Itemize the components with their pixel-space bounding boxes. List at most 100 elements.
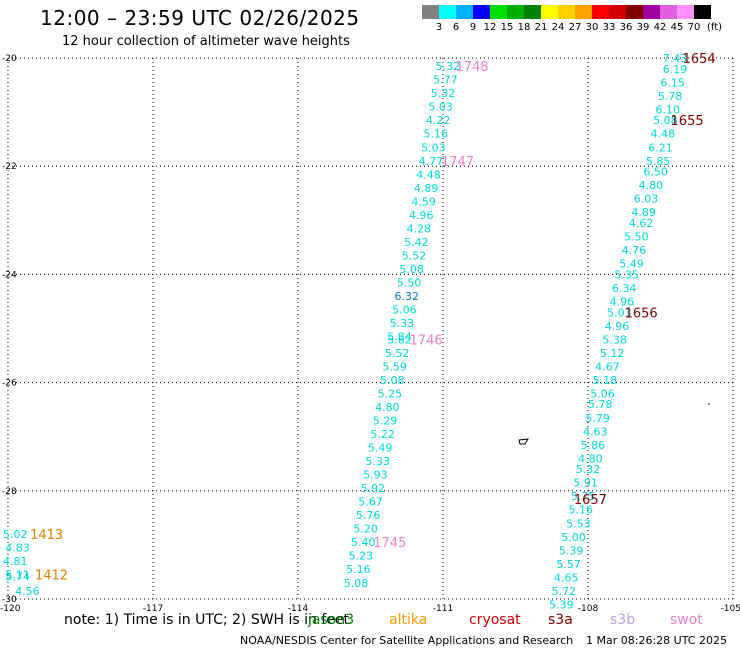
wave-height-point: 4.62: [629, 217, 654, 230]
colorbar-label: 3: [435, 22, 443, 33]
wave-height-point: 4.28: [407, 222, 432, 235]
lat-tick-label: -28: [2, 487, 17, 497]
satellite-name-swot: swot: [670, 612, 703, 628]
wave-height-point: 5.20: [353, 523, 378, 536]
wave-height-point: 6.15: [660, 76, 685, 89]
wave-height-point: 4.76: [622, 244, 647, 257]
pass-number-label: 1657: [574, 493, 607, 508]
wave-height-point: 5.57: [556, 558, 581, 571]
wave-height-point: 5.08: [653, 114, 678, 127]
wave-height-point: 5.39: [549, 598, 574, 611]
wave-height-point: 4.59: [411, 195, 436, 208]
wave-height-point: 5.39: [559, 544, 584, 557]
wave-height-point: 5.50: [624, 231, 649, 244]
wave-height-point: 5.06: [392, 304, 417, 317]
wave-height-point: 5.86: [581, 439, 606, 452]
wave-height-point: 4.22: [426, 114, 451, 127]
colorbar-swatch: 42: [643, 5, 666, 33]
wave-height-point: 7.43: [663, 52, 688, 65]
wave-height-point: 5.85: [646, 155, 671, 168]
wave-height-point: 6.34: [612, 282, 637, 295]
pass-number-label: 1412: [35, 569, 68, 584]
wave-height-point: 4.83: [5, 542, 30, 555]
wave-height-point: 4.80: [639, 179, 664, 192]
colorbar-label: 6: [452, 22, 460, 33]
wave-height-point: 5.16: [346, 563, 371, 576]
colorbar-swatch: 45: [660, 5, 683, 33]
wave-height-point: 5.74: [5, 570, 30, 583]
colorbar-swatch: [694, 5, 711, 19]
wave-height-point: 4.89: [414, 182, 439, 195]
wave-height-point: 6.19: [663, 63, 688, 76]
wave-height-point: 4.67: [595, 360, 620, 373]
lon-tick-label: -111: [433, 604, 453, 614]
wave-height-point: 5.16: [424, 128, 449, 141]
pass-number-label: 1745: [373, 536, 406, 551]
wave-height-point: 5.67: [358, 496, 383, 509]
wave-height-point: 5.49: [368, 442, 393, 455]
wave-height-point: 5.72: [552, 585, 577, 598]
colorbar-label: 18: [517, 22, 531, 33]
colorbar-label: 27: [568, 22, 582, 33]
pass-number-label: 1413: [30, 528, 63, 543]
colorbar-swatch: 9: [456, 5, 476, 33]
colorbar-legend: 3 6 9 12 15 18 21 24 27 30 33 36 39 42 45 70: [422, 5, 711, 33]
wave-height-point: 6.10: [656, 103, 681, 116]
colorbar-label: 42: [653, 22, 667, 33]
satellite-name-s3a: s3a: [548, 612, 573, 628]
pass-number-label: 1747: [441, 155, 474, 170]
wave-height-point: 6.21: [648, 141, 673, 154]
pass-number-label: 1656: [625, 306, 658, 321]
colorbar-swatch: 6: [439, 5, 459, 33]
footer-credit: NOAA/NESDIS Center for Satellite Applica…: [240, 634, 574, 647]
wave-height-point: 4.80: [578, 452, 603, 465]
wave-height-point: 5.49: [619, 258, 644, 271]
island-dot: [708, 403, 710, 405]
pass-number-label: 1654: [683, 52, 716, 67]
wave-height-point: 4.56: [15, 585, 40, 598]
colorbar-label: 9: [469, 22, 477, 33]
wave-height-point: 5.08: [399, 263, 424, 276]
wave-height-point: 5.91: [573, 477, 598, 490]
wave-height-point: 5.40: [351, 536, 376, 549]
wave-height-point: 5.92: [361, 482, 386, 495]
wave-height-point: 5.02: [3, 528, 28, 541]
colorbar-label: 36: [619, 22, 633, 33]
colorbar-label: 21: [534, 22, 548, 33]
satellite-name-s3b: s3b: [610, 612, 636, 628]
wave-height-point: 5.16: [569, 504, 594, 517]
pass-number-label: 1655: [671, 114, 704, 129]
wave-height-point: 5.22: [370, 428, 395, 441]
wave-height-point: 5.77: [433, 74, 458, 87]
wave-height-point: 5.75: [571, 490, 596, 503]
colorbar-swatch: 27: [558, 5, 581, 33]
lat-tick-label: -22: [2, 162, 17, 172]
wave-height-point: 4.65: [554, 571, 579, 584]
colorbar-swatch: 21: [524, 5, 547, 33]
lon-tick-label: -120: [0, 604, 21, 614]
wave-height-point: 4.63: [583, 425, 608, 438]
colorbar-swatch: 18: [507, 5, 530, 33]
colorbar-swatch: 24: [541, 5, 564, 33]
wave-height-point: 4.81: [3, 555, 28, 568]
lon-tick-label: -117: [143, 604, 163, 614]
wave-height-point: 4.89: [631, 206, 656, 219]
wave-height-point: 5.78: [658, 90, 683, 103]
wave-height-point: 6.32: [395, 290, 420, 303]
wave-height-point: 5.03: [428, 101, 453, 114]
wave-height-point: 4.48: [416, 168, 441, 181]
pass-number-label: 1748: [455, 60, 488, 75]
colorbar-label: 70: [687, 22, 701, 33]
page-subtitle: 12 hour collection of altimeter wave hei…: [62, 34, 350, 49]
wave-height-point: 5.76: [356, 509, 381, 522]
wave-height-point: 5.11: [5, 569, 30, 582]
wave-height-point: 5.32: [431, 87, 456, 100]
lat-tick-label: -30: [2, 595, 17, 605]
lat-tick-label: -24: [2, 270, 17, 280]
wave-height-point: 6.50: [643, 166, 668, 179]
page-title: 12:00 – 23:59 UTC 02/26/2025: [40, 6, 360, 30]
wave-height-point: 5.03: [607, 306, 632, 319]
wave-height-point: 5.25: [378, 387, 403, 400]
colorbar-swatch: 30: [575, 5, 598, 33]
lat-tick-label: -20: [2, 54, 17, 64]
